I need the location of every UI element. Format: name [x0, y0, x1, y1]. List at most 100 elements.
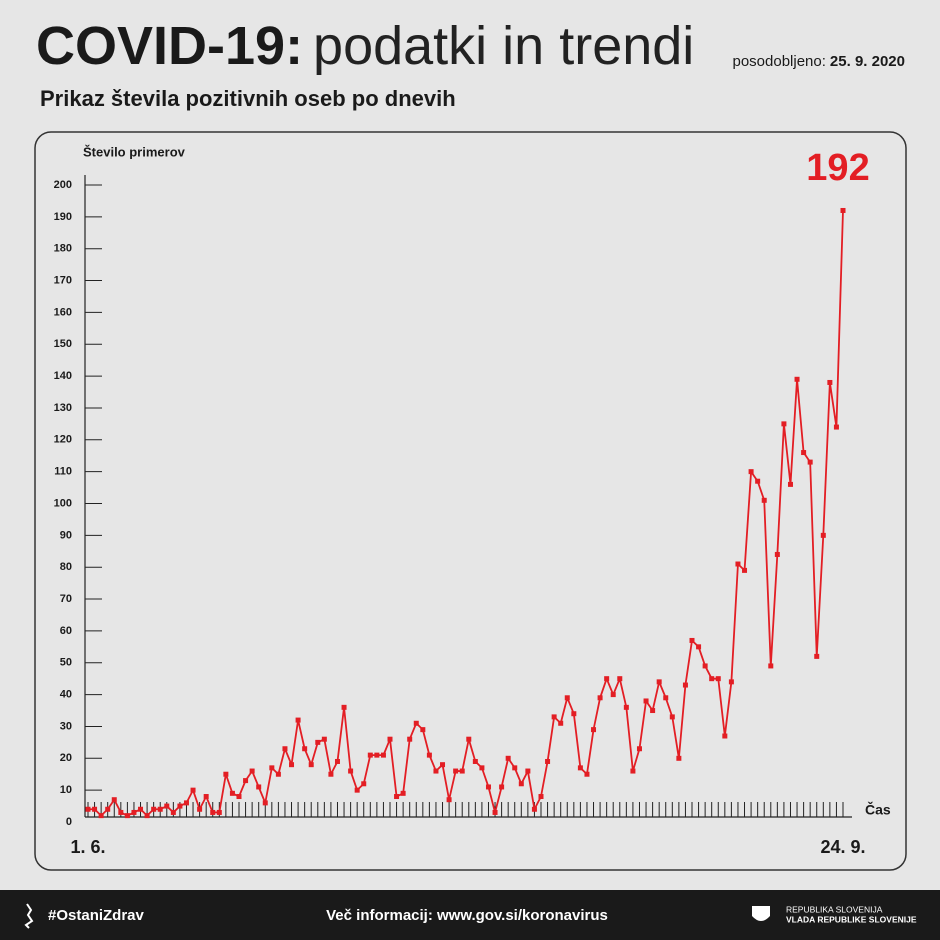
- point: [85, 806, 91, 812]
- point: [696, 644, 702, 650]
- point: [321, 736, 327, 742]
- point: [105, 806, 111, 812]
- y-tick-label: 170: [54, 274, 72, 286]
- point: [269, 765, 275, 771]
- point: [735, 561, 741, 567]
- point: [354, 787, 360, 793]
- plot: 0 10 20 30 40 50 60 70 80 90 100 110 120 130 140 150 160…: [54, 147, 870, 857]
- point: [413, 720, 419, 726]
- point: [433, 768, 439, 774]
- point: [781, 421, 787, 427]
- point: [715, 676, 721, 682]
- point: [761, 497, 767, 503]
- point: [630, 768, 636, 774]
- point: [151, 806, 157, 812]
- point: [229, 790, 235, 796]
- point: [295, 717, 301, 723]
- footer-icon: [24, 903, 34, 929]
- point: [518, 781, 524, 787]
- point: [689, 637, 695, 643]
- point: [98, 813, 104, 819]
- point: [144, 813, 150, 819]
- point: [407, 736, 413, 742]
- line: [88, 210, 844, 817]
- updated-label: posodobljeno:: [733, 53, 826, 70]
- point: [210, 809, 216, 815]
- point: [787, 481, 793, 487]
- point: [380, 752, 386, 758]
- point: [748, 469, 754, 475]
- point: [499, 784, 505, 790]
- y-tick-label: 70: [60, 593, 72, 605]
- footer-info: Več informacij: www.gov.si/koronavirus: [326, 907, 608, 924]
- point: [256, 784, 262, 790]
- y-tick-label: 0: [66, 816, 72, 828]
- point: [315, 739, 321, 745]
- point: [170, 809, 176, 815]
- y-tick-label: 90: [60, 529, 72, 541]
- point: [833, 424, 839, 430]
- point: [308, 762, 314, 768]
- point: [538, 794, 544, 800]
- y-tick-label: 110: [54, 466, 72, 478]
- point: [551, 714, 557, 720]
- point: [492, 809, 498, 815]
- point: [243, 778, 249, 784]
- point: [400, 790, 406, 796]
- point: [768, 663, 774, 669]
- point: [663, 695, 669, 701]
- point: [466, 736, 472, 742]
- y-tick-label: 190: [54, 211, 72, 223]
- point: [702, 663, 708, 669]
- subtitle: Prikaz števila pozitivnih oseb po dnevih: [40, 86, 456, 111]
- point: [138, 806, 144, 812]
- point: [157, 806, 163, 812]
- y-tick-label: 180: [54, 243, 72, 255]
- point: [604, 676, 610, 682]
- gov-line-1: REPUBLIKA SLOVENIJA: [786, 904, 883, 914]
- point: [597, 695, 603, 701]
- y-tick-label: 60: [60, 625, 72, 637]
- gov-line-2: VLADA REPUBLIKE SLOVENIJE: [786, 914, 917, 924]
- point: [531, 806, 537, 812]
- value-label: 192: [806, 147, 869, 189]
- point: [446, 797, 452, 803]
- point: [197, 806, 203, 812]
- point: [328, 771, 334, 777]
- point: [302, 746, 308, 752]
- point: [814, 653, 820, 659]
- point: [282, 746, 288, 752]
- point: [177, 803, 183, 809]
- y-tick-label: 10: [60, 784, 72, 796]
- point: [249, 768, 255, 774]
- updated: posodobljeno: 25. 9. 2020: [733, 53, 906, 70]
- point: [623, 704, 629, 710]
- x-tick-label: 24. 9.: [820, 837, 865, 857]
- point: [676, 755, 682, 761]
- point: [577, 765, 583, 771]
- point: [348, 768, 354, 774]
- point: [374, 752, 380, 758]
- point: [525, 768, 531, 774]
- point: [92, 806, 98, 812]
- point: [420, 727, 426, 733]
- point: [591, 727, 597, 733]
- title: COVID-19: podatki in trendi: [36, 16, 694, 76]
- footer-bar: [0, 890, 940, 940]
- point: [584, 771, 590, 777]
- y-tick-label: 160: [54, 306, 72, 318]
- point: [485, 784, 491, 790]
- y-tick-label: 40: [60, 689, 72, 701]
- chart-frame: [34, 131, 907, 871]
- point: [728, 679, 734, 685]
- y-tick-label: 200: [54, 179, 72, 191]
- x-axis-label: Čas: [865, 801, 891, 818]
- y-tick-label: 120: [54, 434, 72, 446]
- point: [203, 794, 209, 800]
- updated-date: 25. 9. 2020: [830, 53, 905, 70]
- point: [709, 676, 715, 682]
- point: [334, 758, 340, 764]
- y-tick-label: 80: [60, 561, 72, 573]
- point: [341, 704, 347, 710]
